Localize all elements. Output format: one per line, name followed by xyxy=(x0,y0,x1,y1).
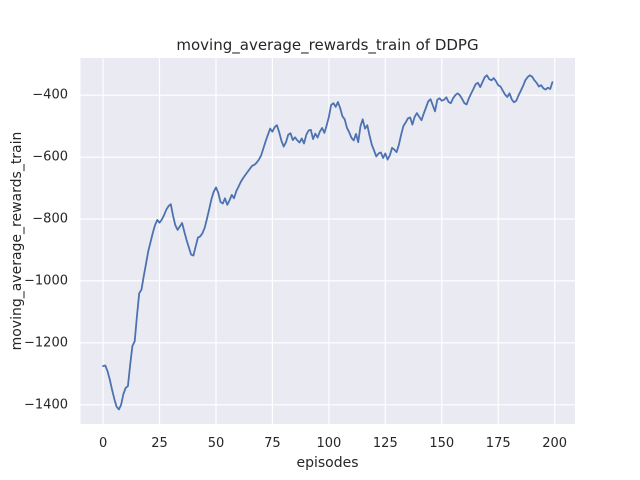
reward-line xyxy=(102,74,554,411)
x-tick-label: 125 xyxy=(372,436,398,451)
x-tick-label: 200 xyxy=(542,436,568,451)
y-tick-label: −600 xyxy=(32,149,68,165)
x-tick-label: 175 xyxy=(485,436,511,451)
y-tick-label: −400 xyxy=(32,87,68,103)
chart-title: moving_average_rewards_train of DDPG xyxy=(176,36,479,54)
y-tick-label: −1400 xyxy=(24,397,68,413)
y-tick-label: −1000 xyxy=(24,273,68,289)
x-tick-label: 50 xyxy=(207,436,225,451)
x-tick-label: 150 xyxy=(429,436,455,451)
x-tick-label: 25 xyxy=(151,436,168,451)
y-tick-label: −800 xyxy=(32,211,68,227)
x-tick-label: 75 xyxy=(264,436,281,451)
axes-background xyxy=(80,58,575,424)
x-axis-label: episodes xyxy=(296,455,359,471)
x-tick-label: 0 xyxy=(98,436,108,451)
x-tick-label: 100 xyxy=(316,436,342,451)
y-tick-label: −1200 xyxy=(24,335,68,351)
y-axis-label: moving_average_rewards_train xyxy=(9,131,25,351)
